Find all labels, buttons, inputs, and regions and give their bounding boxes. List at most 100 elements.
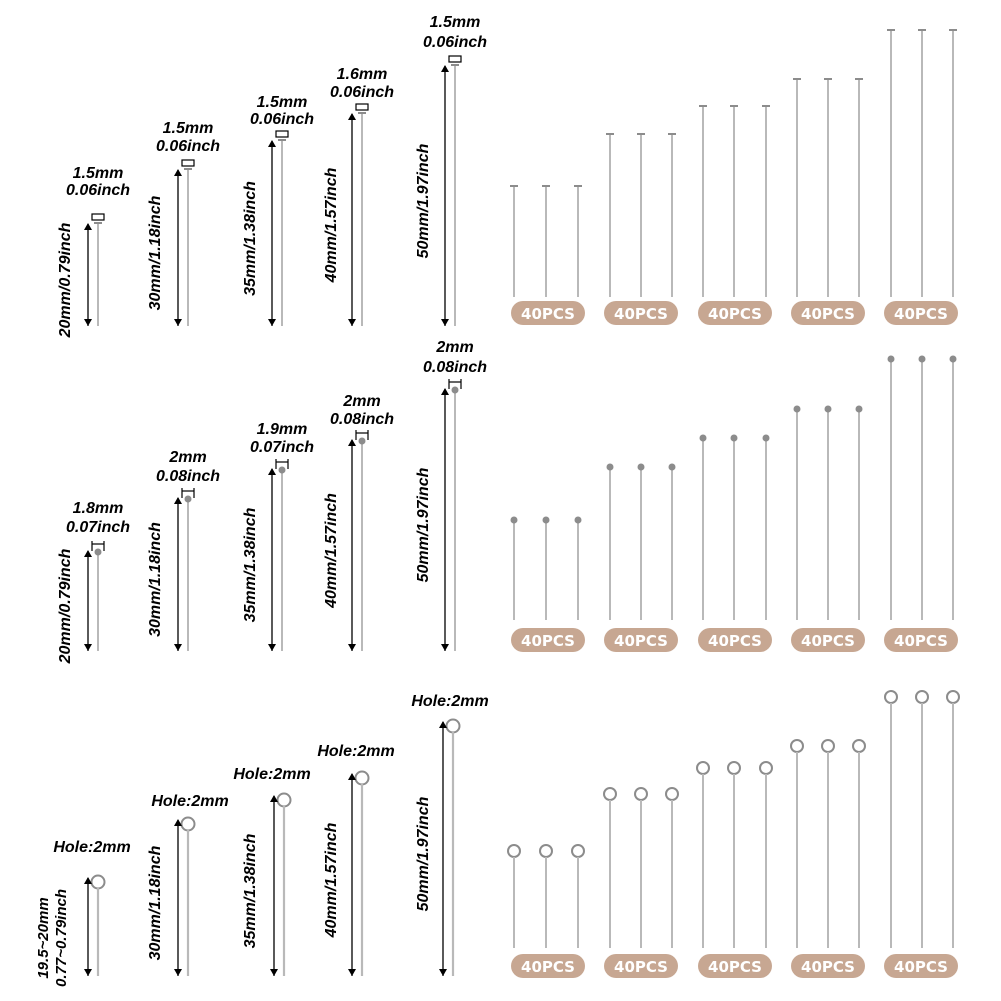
- ball-head-icon: [887, 355, 895, 363]
- ball-head-icon: [278, 466, 286, 474]
- quantity-badge-label: 40PCS: [708, 958, 762, 976]
- pin-spec: 2mm 0.08inch 50mm/1.97inch: [415, 339, 487, 651]
- quantity-badge: [511, 954, 585, 978]
- quantity-badge: [698, 954, 772, 978]
- quantity-badge-label: 40PCS: [521, 958, 575, 976]
- arrowhead: [348, 113, 356, 120]
- length-label: 30mm/1.18inch: [147, 195, 164, 310]
- quantity-badge-label: 40PCS: [801, 958, 855, 976]
- ball-head-icon: [510, 516, 518, 524]
- head-size-label: 2mm: [435, 339, 473, 356]
- quantity-badge: [791, 301, 865, 325]
- length-label: 35mm/1.38inch: [242, 181, 259, 296]
- quantity-badge-label: 40PCS: [894, 305, 948, 323]
- quantity-badge-label: 40PCS: [894, 958, 948, 976]
- quantity-badge-label: 40PCS: [521, 305, 575, 323]
- arrowhead: [174, 169, 182, 176]
- bracket: [275, 130, 289, 138]
- quantity-badge: [698, 628, 772, 652]
- arrowhead: [439, 969, 447, 976]
- eye-loop-icon: [634, 787, 648, 801]
- arrowhead: [270, 795, 278, 802]
- arrowhead: [174, 969, 182, 976]
- ball-head-icon: [730, 434, 738, 442]
- arrowhead: [268, 468, 276, 475]
- ball-head-icon: [824, 405, 832, 413]
- arrowhead: [84, 223, 92, 230]
- arrowhead: [348, 439, 356, 446]
- quantity-badge: [791, 954, 865, 978]
- eye-loop-icon: [445, 718, 461, 734]
- pin-group: 40PCS: [507, 844, 585, 978]
- arrowhead: [84, 550, 92, 557]
- ball-head-icon: [574, 516, 582, 524]
- head-size-label: 0.08inch: [330, 411, 394, 428]
- arrowhead: [348, 319, 356, 326]
- ball-head-icon: [668, 463, 676, 471]
- arrowhead: [441, 388, 449, 395]
- quantity-badge-label: 40PCS: [521, 632, 575, 650]
- arrowhead: [174, 819, 182, 826]
- pin-group: 40PCS: [884, 355, 958, 652]
- eye-loop-icon: [665, 787, 679, 801]
- eye-loop-icon: [180, 816, 196, 832]
- pin-spec: Hole:2mm 50mm/1.97inch: [411, 693, 489, 976]
- head-size-label: 1.5mm: [430, 14, 481, 31]
- eye-loop-icon: [759, 761, 773, 775]
- ball-head-icon: [184, 495, 192, 503]
- row-flat-head: 1.5mm0.06inch20mm/0.79inch1.5mm0.06inch3…: [57, 14, 958, 338]
- length-label: 35mm/1.38inch: [242, 833, 259, 948]
- head-size-label: 1.5mm: [73, 165, 124, 182]
- quantity-badge-label: 40PCS: [614, 305, 668, 323]
- length-label: 20mm/0.79inch: [57, 222, 74, 338]
- ball-head-icon: [949, 355, 957, 363]
- length-label: 0.77~0.79inch: [53, 889, 70, 987]
- head-size-label: 1.9mm: [257, 421, 308, 438]
- pin-group: 40PCS: [790, 739, 866, 978]
- ball-head-icon: [451, 386, 459, 394]
- head-size-label: 0.06inch: [250, 111, 314, 128]
- arrowhead: [441, 65, 449, 72]
- ball-head-icon: [918, 355, 926, 363]
- eye-loop-icon: [276, 792, 292, 808]
- pin-group: 40PCS: [791, 78, 865, 325]
- pin-spec: 1.8mm 0.07inch 20mm/0.79inch: [57, 500, 130, 664]
- head-size-label: 0.08inch: [423, 359, 487, 376]
- quantity-badge: [511, 301, 585, 325]
- quantity-badge: [884, 301, 958, 325]
- head-size-label: 0.06inch: [66, 182, 130, 199]
- head-size-label: 1.8mm: [73, 500, 124, 517]
- head-size-label: 1.5mm: [163, 120, 214, 137]
- eye-loop-icon: [507, 844, 521, 858]
- length-label: 50mm/1.97inch: [415, 796, 432, 911]
- pin-group: 40PCS: [696, 761, 773, 978]
- ball-head-icon: [762, 434, 770, 442]
- eye-loop-icon: [946, 690, 960, 704]
- arrowhead: [84, 969, 92, 976]
- head-size-label: 0.06inch: [156, 138, 220, 155]
- pin-spec: Hole:2mm 30mm/1.18inch: [147, 793, 229, 976]
- quantity-badge: [698, 301, 772, 325]
- eye-loop-icon: [790, 739, 804, 753]
- quantity-badge: [884, 954, 958, 978]
- pin-spec: Hole:2mm 40mm/1.57inch: [317, 743, 395, 976]
- arrowhead: [84, 877, 92, 884]
- quantity-badge-label: 40PCS: [614, 958, 668, 976]
- ball-head-icon: [358, 437, 366, 445]
- eye-loop-icon: [852, 739, 866, 753]
- quantity-badge: [604, 954, 678, 978]
- quantity-badge: [884, 628, 958, 652]
- quantity-badge-label: 40PCS: [894, 632, 948, 650]
- arrowhead: [268, 140, 276, 147]
- head-size-label: Hole:2mm: [317, 743, 394, 760]
- pin-group: 40PCS: [698, 434, 772, 652]
- arrowhead: [268, 319, 276, 326]
- pin-spec: 1.5mm 0.06inch 50mm/1.97inch: [415, 14, 487, 326]
- length-label: 35mm/1.38inch: [242, 507, 259, 622]
- eye-loop-icon: [696, 761, 710, 775]
- eye-loop-icon: [821, 739, 835, 753]
- pin-group: 40PCS: [604, 133, 678, 325]
